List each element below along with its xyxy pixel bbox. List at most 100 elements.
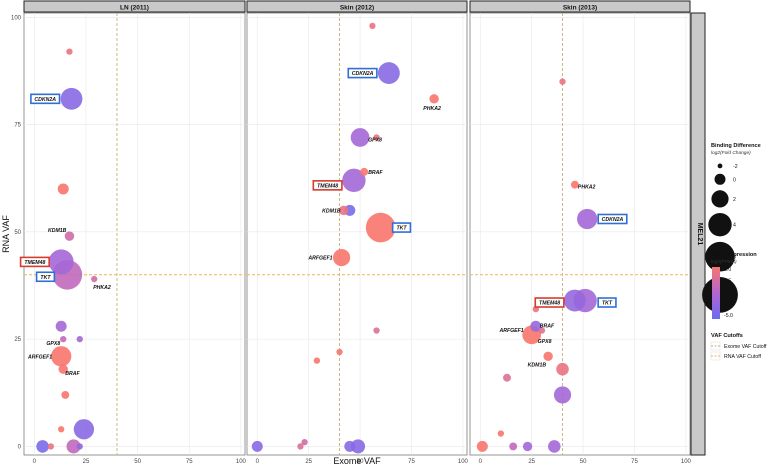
size-legend-label: 8 [733, 293, 736, 299]
data-point [51, 346, 72, 367]
data-point [497, 430, 505, 437]
data-point [73, 419, 95, 440]
x-tick-label: 100 [458, 459, 469, 465]
gene-label: GPX8 [46, 341, 60, 347]
gene-label: TMEM48 [317, 183, 338, 189]
gene-label: GPX8 [538, 339, 552, 345]
color-legend-label: -2.5 [724, 302, 733, 308]
panel-frame [246, 12, 468, 456]
data-point [76, 335, 83, 343]
gene-label-box [30, 93, 61, 105]
data-point [503, 373, 511, 382]
data-point [91, 275, 98, 283]
data-point [476, 440, 488, 452]
data-point [336, 348, 343, 356]
data-point [48, 249, 74, 275]
panel-frame [469, 12, 691, 456]
size-legend-label: 4 [733, 223, 736, 229]
gene-label: TKT [396, 226, 407, 232]
row-strip [690, 12, 706, 456]
data-point [332, 249, 351, 267]
data-point [360, 167, 369, 176]
x-tick-label: 25 [528, 459, 535, 465]
y-tick-label: 0 [18, 444, 22, 450]
color-legend-label: 2.5 [724, 279, 731, 285]
data-point [66, 48, 73, 55]
y-axis-title: RNA VAF [1, 215, 11, 253]
x-tick-label: 50 [580, 459, 587, 465]
panel-2: Skin (2012) CDKN2A PHKA2 GPX8 TMEM48 BRAF KDM1… [246, 0, 469, 465]
data-point [350, 439, 366, 454]
y-tick-label: 25 [14, 337, 21, 343]
y-tick-label: 75 [14, 123, 21, 129]
x-tick-label: 100 [681, 459, 692, 465]
data-point [301, 438, 308, 446]
data-point [538, 327, 546, 334]
x-tick-label: 25 [305, 459, 312, 465]
gene-label: TKT [40, 275, 51, 281]
size-legend-label: 0 [733, 177, 736, 183]
x-tick-label: 0 [256, 459, 260, 465]
data-point [344, 440, 356, 452]
gene-label-box [35, 271, 56, 283]
facet-strip [469, 0, 691, 13]
panel-3: Skin (2013) PHKA2 CDKN2A TMEM48 TKT BRAF GPX8 A… [469, 0, 692, 465]
gene-label: ARFGEF1 [307, 256, 332, 262]
size-legend-label: 2 [733, 197, 736, 203]
data-point [548, 440, 561, 453]
gene-label: ARFGEF1 [498, 328, 523, 334]
data-point [553, 386, 572, 404]
gene-label: BRAF [368, 170, 383, 176]
gene-label: GPX8 [368, 137, 382, 143]
color-legend-label: -5.0 [724, 313, 733, 319]
data-point [66, 439, 81, 454]
gene-label-box [19, 256, 50, 268]
x-tick-label: 50 [357, 459, 364, 465]
x-tick-label: 75 [631, 459, 638, 465]
data-point [60, 335, 67, 343]
data-point [297, 443, 304, 450]
cutoff-legend-label: Exome VAF Cutoff [724, 344, 767, 350]
data-point [58, 364, 68, 374]
panel-frame [23, 12, 246, 456]
data-point [350, 128, 370, 147]
cutoff-legend-label: RNA VAF Cutoff [724, 354, 762, 360]
data-point [338, 205, 349, 216]
data-point [342, 168, 366, 193]
size-legend-title: Binding Difference [711, 143, 761, 149]
data-point [61, 390, 70, 399]
gene-label: BRAF [65, 371, 80, 377]
color-legend-label: 0.0 [724, 290, 731, 296]
x-tick-label: 75 [186, 459, 193, 465]
x-tick-label: 25 [83, 459, 90, 465]
color-legend-title: Gene Expression [711, 252, 757, 258]
x-tick-label: 100 [236, 459, 247, 465]
facet-strip-label: LN (2011) [120, 4, 149, 11]
gene-label-box [347, 67, 378, 79]
gene-label: KDM1B [528, 362, 547, 368]
data-point [373, 134, 380, 141]
gene-label: PHKA2 [578, 185, 596, 191]
x-tick-label: 50 [134, 459, 141, 465]
gene-label-box [597, 213, 628, 225]
data-point [64, 231, 75, 241]
gene-label: TMEM48 [539, 301, 560, 307]
data-point [58, 426, 65, 433]
gene-label: ARFGEF1 [27, 354, 52, 360]
data-point [530, 320, 542, 332]
y-tick-label: 50 [14, 230, 21, 236]
facet-strip [23, 0, 246, 13]
x-axis-title: Exome VAF [333, 456, 381, 466]
data-point [522, 441, 533, 452]
data-point [36, 440, 49, 453]
data-point [577, 208, 598, 230]
size-legend-subtitle: log2(Fold Change) [711, 150, 751, 156]
gene-label: PHKA2 [423, 106, 441, 112]
gene-label: BRAF [540, 323, 555, 329]
gene-label-box [391, 222, 412, 233]
data-point [563, 289, 586, 312]
gene-label-box [312, 180, 343, 191]
data-point [57, 183, 69, 195]
